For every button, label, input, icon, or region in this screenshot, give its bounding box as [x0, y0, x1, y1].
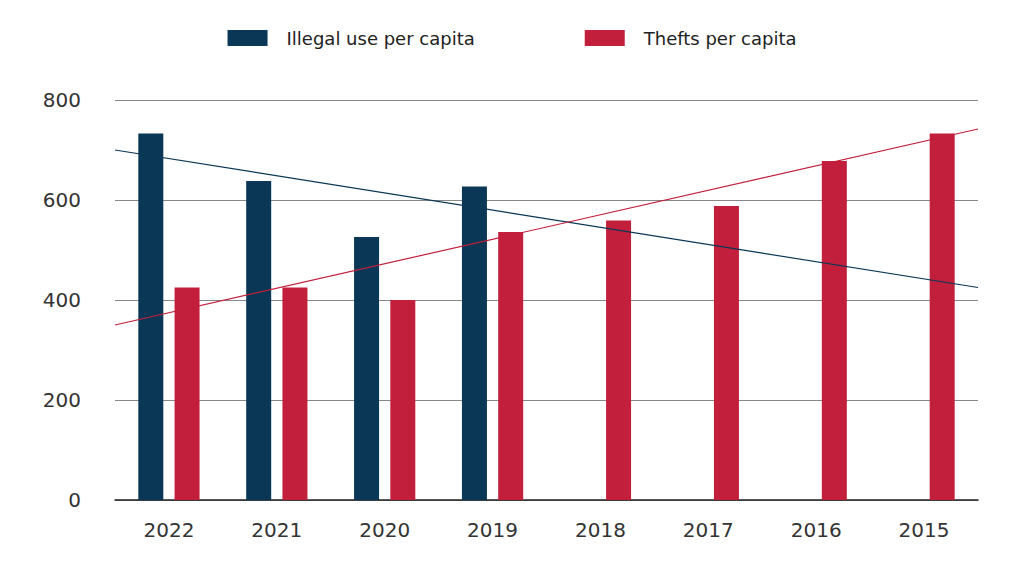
svg-text:Illegal use per capita: Illegal use per capita	[287, 28, 475, 49]
svg-text:200: 200	[43, 388, 81, 412]
svg-text:0: 0	[68, 488, 81, 512]
svg-text:2019: 2019	[467, 518, 518, 542]
svg-text:2021: 2021	[251, 518, 302, 542]
svg-text:2016: 2016	[791, 518, 842, 542]
svg-text:2020: 2020	[359, 518, 410, 542]
svg-text:2018: 2018	[575, 518, 626, 542]
svg-text:2022: 2022	[143, 518, 194, 542]
svg-text:2017: 2017	[683, 518, 734, 542]
svg-text:Thefts per capita: Thefts per capita	[643, 28, 797, 49]
svg-text:2015: 2015	[899, 518, 950, 542]
svg-text:800: 800	[43, 88, 81, 112]
svg-text:600: 600	[43, 188, 81, 212]
svg-text:400: 400	[43, 288, 81, 312]
